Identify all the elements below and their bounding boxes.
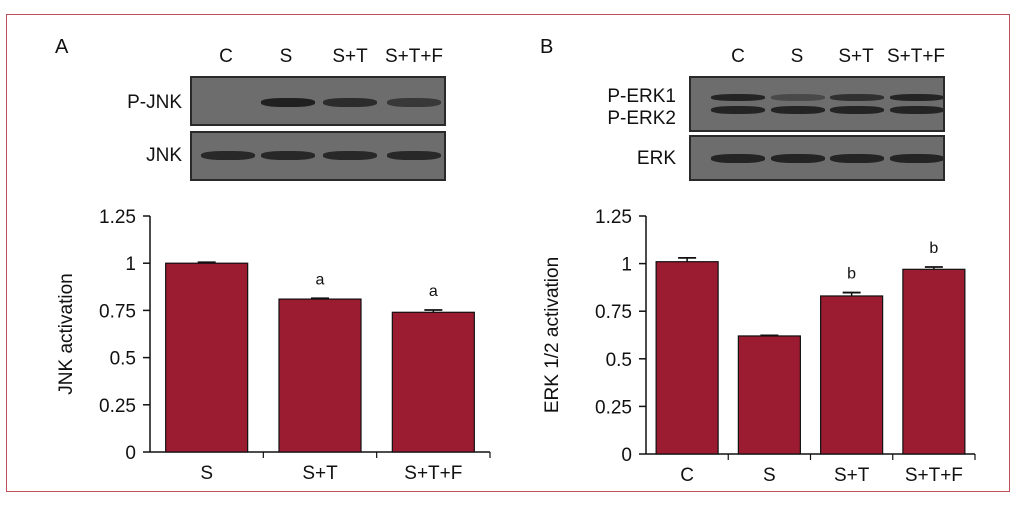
p-erk1-band <box>711 94 765 101</box>
panel-b-lane-label: C <box>731 46 745 67</box>
panel-a-lane-label: S+T+F <box>384 46 444 67</box>
jnk-band <box>323 151 377 160</box>
figure-frame <box>6 14 1010 492</box>
jnk-band <box>387 151 441 160</box>
panel-b-row-label: ERK <box>636 148 676 169</box>
p-erk1-band <box>890 94 943 101</box>
p-erk2-band <box>830 106 884 114</box>
p-erk2-band <box>890 106 943 114</box>
p-jnk-band <box>323 98 377 107</box>
jnk-band <box>261 151 315 160</box>
panel-a-lane-label: C <box>219 46 233 67</box>
panel-a-lane-label: S+T <box>332 46 368 67</box>
panel-b-lane-label: S <box>790 46 804 67</box>
p-jnk-band <box>387 98 441 107</box>
erk-band <box>771 154 825 163</box>
panel-a-letter: A <box>55 36 69 58</box>
panel-b-blot-p-erk <box>689 76 945 132</box>
p-erk2-band <box>771 106 825 114</box>
panel-b-row-label: P-ERK2 <box>607 108 676 129</box>
panel-a-row-label: P-JNK <box>127 92 182 113</box>
erk-band <box>711 154 765 163</box>
p-jnk-band <box>261 98 315 107</box>
p-erk2-band <box>711 106 765 114</box>
p-erk1-band <box>830 94 884 101</box>
erk-band <box>890 154 943 163</box>
p-erk1-band <box>771 94 825 101</box>
panel-a-row-label: JNK <box>146 145 182 166</box>
panel-a-blot-jnk <box>190 131 446 181</box>
panel-b-blot-erk <box>689 135 945 181</box>
erk-band <box>830 154 884 163</box>
panel-b-letter: B <box>540 36 554 58</box>
panel-b-lane-label: S+T+F <box>886 46 946 67</box>
panel-b-lane-label: S+T <box>838 46 874 67</box>
panel-b-row-label: P-ERK1 <box>607 86 676 107</box>
panel-a-lane-label: S <box>279 46 293 67</box>
panel-a-blot-p-jnk <box>190 76 446 126</box>
jnk-band <box>201 151 255 160</box>
